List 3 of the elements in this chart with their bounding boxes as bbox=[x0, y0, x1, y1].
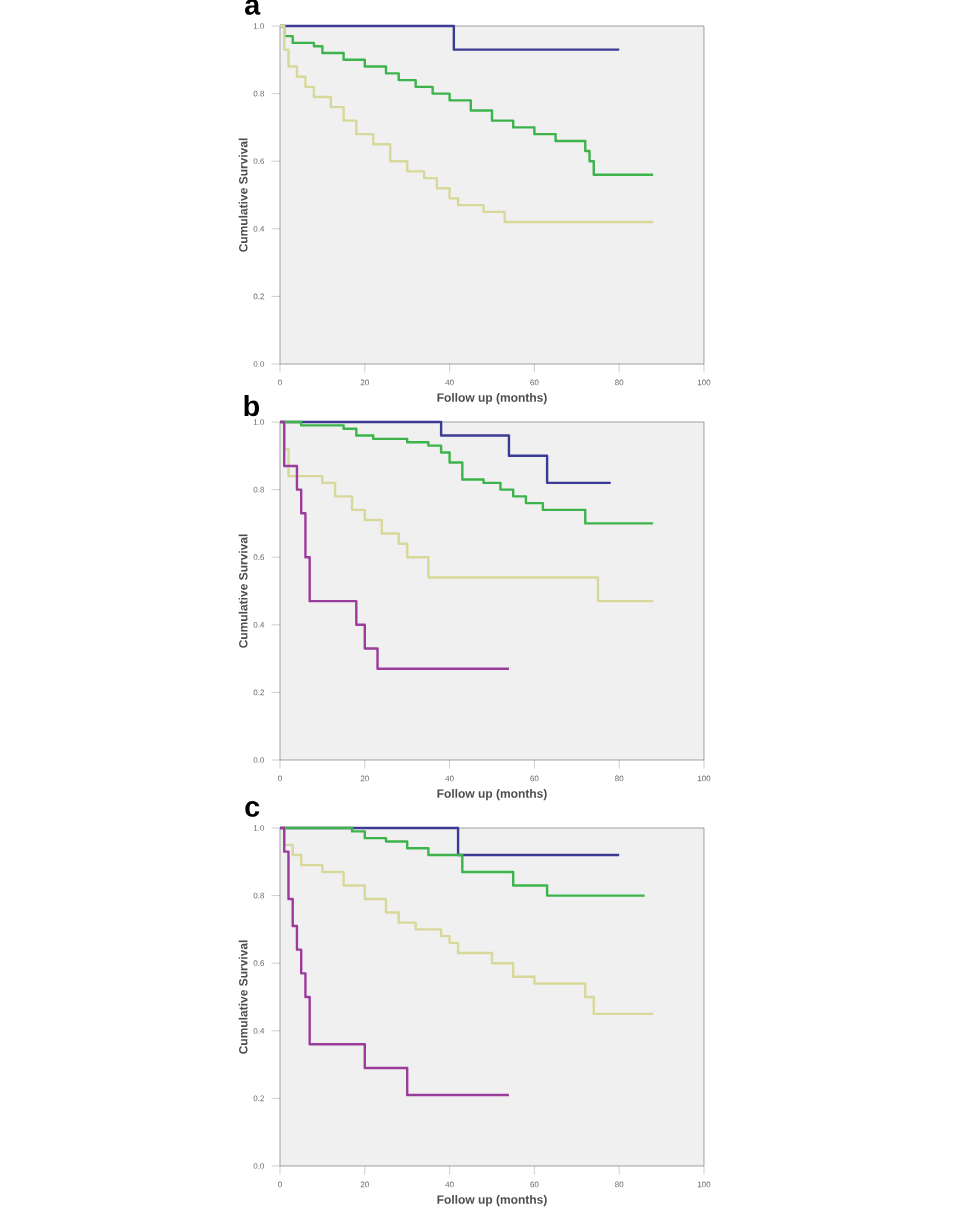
chart-title: c bbox=[245, 801, 260, 817]
chart-title: a bbox=[245, 0, 261, 15]
chart-title: b bbox=[244, 395, 260, 417]
